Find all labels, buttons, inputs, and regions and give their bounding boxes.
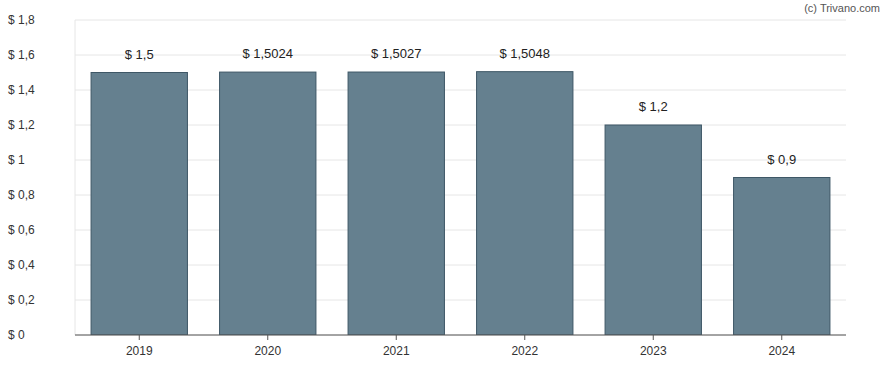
grid-line [75,265,846,266]
data-label: $ 0,9 [767,152,796,167]
bar [220,72,316,335]
data-label: $ 1,5024 [242,46,293,61]
data-label: $ 1,5027 [371,46,422,61]
x-tick-label: 2024 [768,344,795,358]
grid-line [75,195,846,196]
x-tick [396,335,397,340]
bar [91,73,187,336]
grid-line [75,90,846,91]
y-tick-label: $ 0,2 [8,293,35,307]
y-tick-label: $ 1,4 [8,83,35,97]
x-tick [139,335,140,340]
x-tick [524,335,525,340]
x-tick [267,335,268,340]
y-tick-label: $ 1,2 [8,118,35,132]
grid-line [75,230,846,231]
y-tick-label: $ 1,8 [8,13,35,27]
bar [734,178,830,336]
bar [348,72,444,335]
data-label: $ 1,2 [639,99,668,114]
y-tick-label: $ 1 [8,153,25,167]
y-axis-line [75,20,76,335]
bar [477,72,573,335]
y-tick-label: $ 0,6 [8,223,35,237]
y-tick-label: $ 0,4 [8,258,35,272]
y-tick-label: $ 0,8 [8,188,35,202]
data-label: $ 1,5 [125,47,154,62]
x-tick-label: 2021 [383,344,410,358]
grid-line [75,160,846,161]
x-tick [781,335,782,340]
y-tick-label: $ 1,6 [8,48,35,62]
grid-line [75,20,846,21]
grid-line [75,300,846,301]
data-label: $ 1,5048 [499,46,550,61]
grid-line [75,55,846,56]
x-tick-label: 2020 [254,344,281,358]
x-tick-label: 2019 [126,344,153,358]
credit: (c) Trivano.com [804,2,880,14]
y-tick-label: $ 0 [8,328,25,342]
x-tick-label: 2022 [511,344,538,358]
x-tick-label: 2023 [640,344,667,358]
chart: $ 0 $ 0,2 $ 0,4 $ 0,6 $ 0,8 $ 1 $ 1,2 $ 1,4 $ 1,… [0,0,888,370]
bars [91,72,830,335]
x-tick [653,335,654,340]
x-axis-line [75,335,846,336]
grid-line [75,125,846,126]
grid-line [75,335,846,336]
bar [605,125,701,335]
